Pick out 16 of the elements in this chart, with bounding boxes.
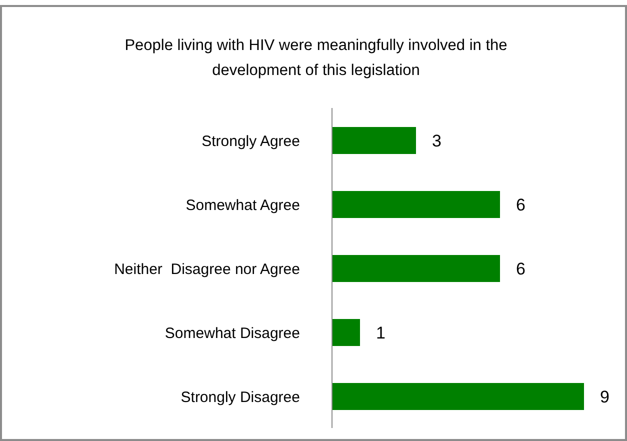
bar (332, 383, 584, 410)
data-label: 1 (376, 324, 386, 343)
data-label: 6 (516, 260, 526, 279)
y-tick-label: Somewhat Agree (186, 197, 300, 214)
y-tick-label: Strongly Disagree (180, 389, 300, 406)
y-tick-label: Somewhat Disagree (164, 325, 300, 342)
chart-title: People living with HIV were meaningfully involved in the development of this legislation (124, 36, 508, 81)
data-label: 6 (516, 196, 526, 215)
data-label: 9 (600, 388, 610, 407)
bar (332, 255, 500, 282)
bar (332, 127, 416, 154)
bar (332, 191, 500, 218)
data-label: 3 (432, 132, 442, 151)
y-tick-label: Strongly Agree (202, 133, 300, 150)
y-tick-label: Neither Disagree nor Agree (114, 261, 300, 278)
bar (332, 319, 360, 346)
